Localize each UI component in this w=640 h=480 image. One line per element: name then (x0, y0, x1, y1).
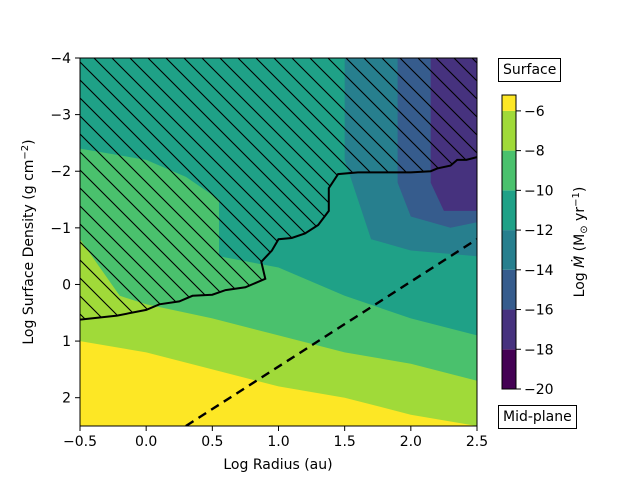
colorbar-band (502, 269, 516, 310)
x-tick-label: 0.0 (135, 434, 157, 450)
colorbar-tick-label: −8 (524, 144, 545, 160)
midplane-annotation-box: Mid-plane (498, 405, 577, 429)
y-tick-label: −2 (50, 164, 71, 180)
x-tick-label: 0.5 (201, 434, 223, 450)
colorbar-band (502, 309, 516, 350)
colorbar-band (502, 190, 516, 231)
colorbar-frame (501, 94, 517, 390)
hatched-region-boundary (80, 156, 477, 321)
hatched-surface-region (80, 58, 477, 320)
colorbar-band (502, 95, 516, 111)
colorbar-ticks: −6 −8 −10 −12 −14 −16 −18 −20 (516, 104, 554, 398)
x-axis-label: Log Radius (au) (223, 457, 332, 473)
x-tick-label: 1.5 (334, 434, 356, 450)
colorbar-bands (502, 95, 516, 389)
colorbar-tick-label: −6 (524, 104, 545, 120)
x-tick-label: 2.0 (400, 434, 422, 450)
x-tick-label: 1.0 (267, 434, 289, 450)
y-axis-ticks: −4 −3 −2 −1 0 1 2 (50, 51, 80, 407)
dashed-line (185, 238, 477, 426)
y-tick-label: 1 (62, 334, 71, 350)
colorbar-tick-label: −12 (524, 223, 554, 239)
colorbar-tick-label: −16 (524, 303, 554, 319)
y-tick-label: −3 (50, 108, 71, 124)
colorbar-band (502, 230, 516, 270)
colorbar-band (502, 349, 516, 389)
colorbar-tick-label: −14 (524, 263, 554, 279)
y-tick-label: −1 (50, 221, 71, 237)
colorbar-tick-label: −10 (524, 183, 554, 199)
y-tick-label: −4 (50, 51, 71, 67)
contour-band-6 (80, 341, 477, 426)
y-tick-label: 2 (62, 391, 71, 407)
y-tick-label: 0 (62, 277, 71, 293)
x-axis-ticks: −0.5 0.0 0.5 1.0 1.5 2.0 2.5 (63, 426, 488, 450)
surface-annotation-box: Surface (498, 58, 562, 82)
colorbar-label: Log Ṁ (M⊙ yr−1) (570, 187, 590, 298)
colorbar-tick-label: −20 (524, 382, 554, 398)
colorbar: −6 −8 −10 −12 −14 −16 −18 −20 Log Ṁ (M⊙ yr−1) (501, 94, 590, 398)
colorbar-band (502, 150, 516, 191)
y-axis-label: Log Surface Density (g cm−2) (20, 139, 37, 344)
x-tick-label: 2.5 (466, 434, 488, 450)
colorbar-tick-label: −18 (524, 342, 554, 358)
colorbar-band (502, 110, 516, 151)
x-tick-label: −0.5 (63, 434, 97, 450)
contour-plot-area (80, 58, 477, 426)
